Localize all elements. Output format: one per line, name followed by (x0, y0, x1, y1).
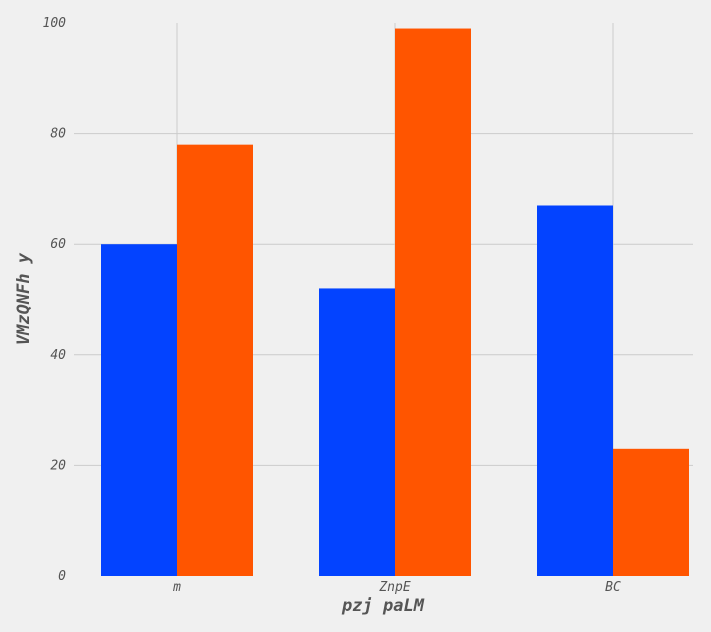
bar-series2-BC (613, 448, 689, 576)
y-tick-label: 40 (50, 348, 66, 363)
y-tick-label: 100 (43, 16, 67, 31)
x-tick-label: m (172, 580, 181, 595)
x-axis-label: pzj paLM (341, 596, 425, 616)
y-tick-labels: 0 20 40 60 80 100 (43, 16, 67, 584)
bar-series2-ZnpE (395, 28, 471, 576)
y-tick-label: 0 (58, 569, 66, 584)
bars (101, 28, 689, 577)
x-tick-labels: m ZnpE BC (172, 580, 621, 595)
bar-series1-BC (537, 205, 613, 577)
y-tick-label: 20 (50, 458, 66, 473)
bar-series1-ZnpE (319, 288, 395, 576)
x-tick-label: ZnpE (378, 580, 410, 595)
y-tick-label: 80 (50, 127, 66, 142)
y-tick-label: 60 (50, 237, 66, 252)
bar-series2-m (177, 144, 253, 576)
x-tick-label: BC (605, 580, 621, 595)
bar-series1-m (101, 244, 177, 576)
y-axis-label: VMzQNFh y (14, 252, 34, 345)
